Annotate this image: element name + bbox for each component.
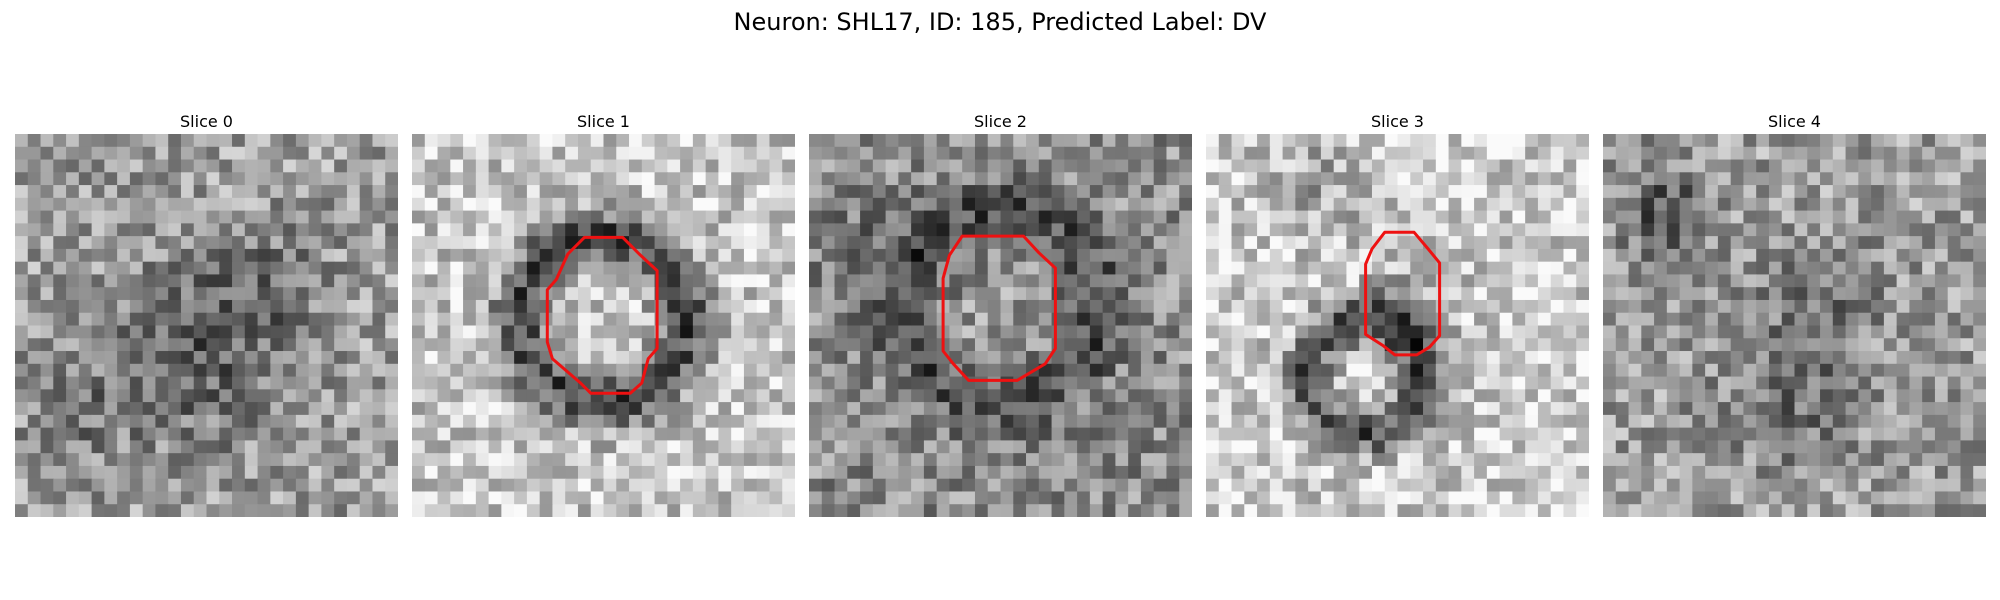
slice-image — [809, 134, 1192, 517]
pixel-grid — [412, 134, 795, 517]
slice-panel-4: Slice 4 — [1603, 110, 1986, 517]
slice-title: Slice 0 — [180, 112, 233, 131]
pixel-grid — [809, 134, 1192, 517]
slice-image — [1206, 134, 1589, 517]
slice-title: Slice 4 — [1768, 112, 1821, 131]
slice-panel-3: Slice 3 — [1206, 110, 1589, 517]
slice-title: Slice 2 — [974, 112, 1027, 131]
slice-title: Slice 1 — [577, 112, 630, 131]
roi-outline — [1364, 230, 1442, 357]
roi-outline — [941, 234, 1057, 382]
slice-panel-1: Slice 1 — [412, 110, 795, 517]
slice-title: Slice 3 — [1371, 112, 1424, 131]
pixel-grid — [1206, 134, 1589, 517]
figure-title: Neuron: SHL17, ID: 185, Predicted Label:… — [733, 8, 1267, 36]
roi-outline — [545, 235, 659, 395]
pixel-grid — [15, 134, 398, 517]
slice-panel-2: Slice 2 — [809, 110, 1192, 517]
slice-panel-0: Slice 0 — [15, 110, 398, 517]
slice-image — [412, 134, 795, 517]
pixel-grid — [1603, 134, 1986, 517]
slice-image — [1603, 134, 1986, 517]
slice-image — [15, 134, 398, 517]
